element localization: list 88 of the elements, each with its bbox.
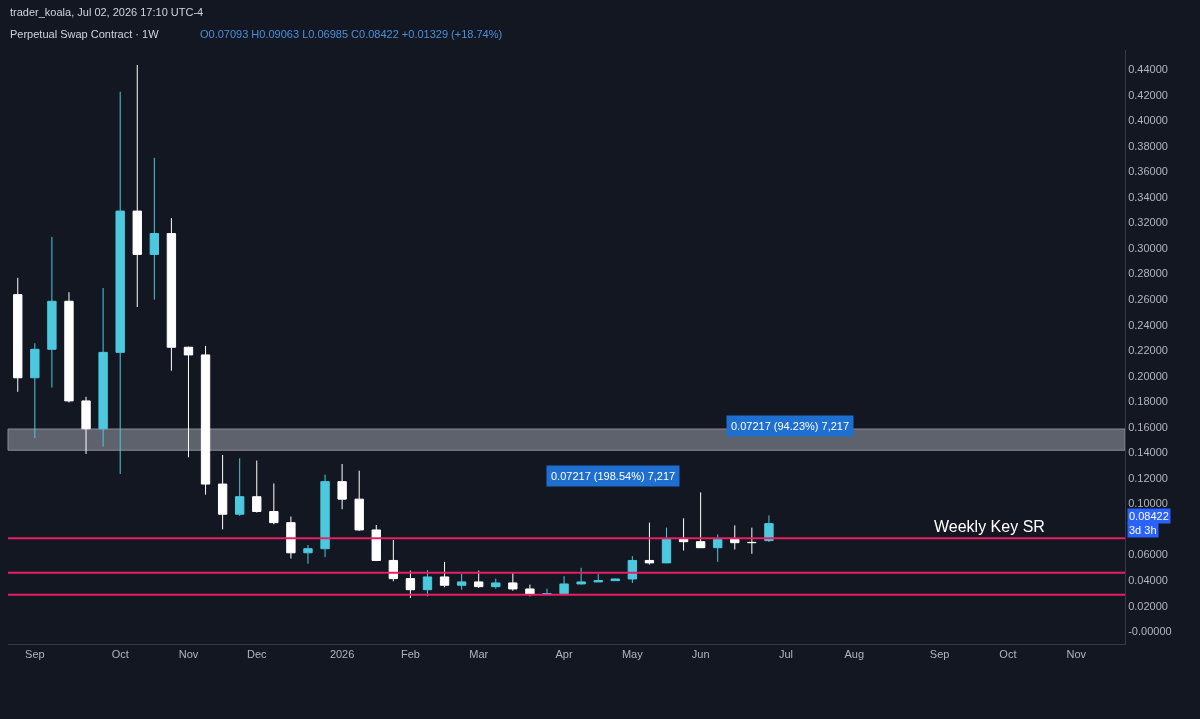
candlestick — [456, 573, 467, 591]
candlestick — [217, 454, 228, 530]
y-tick-label: 0.12000 — [1128, 471, 1168, 484]
x-tick-label: Mar — [469, 648, 489, 661]
x-tick-label: Aug — [844, 648, 865, 661]
candlestick — [235, 457, 245, 517]
candlestick — [695, 491, 706, 549]
candlestick — [320, 474, 330, 558]
text: 3d 3h — [1129, 524, 1157, 536]
candlestick — [439, 561, 450, 588]
candlestick — [337, 463, 347, 510]
y-tick-label: 0.18000 — [1128, 395, 1168, 408]
candlestick — [576, 567, 586, 585]
candlestick — [661, 527, 672, 564]
candlestick — [422, 569, 433, 597]
candlestick — [115, 91, 125, 475]
y-tick-label: 0.40000 — [1128, 114, 1168, 127]
candlestick — [525, 584, 535, 597]
y-tick-label: 0.10000 — [1128, 497, 1168, 510]
candlestick — [610, 578, 620, 582]
x-tick-label: Nov — [1066, 648, 1087, 661]
text: trader_koala, Jul 02, 2026 17:10 UTC-4 — [10, 6, 204, 18]
y-tick-label: 0.24000 — [1128, 318, 1168, 331]
y-tick-label: 0.02000 — [1128, 599, 1168, 612]
x-tick-label: Jul — [778, 648, 794, 661]
candlestick — [474, 570, 484, 589]
candlestick — [747, 527, 757, 555]
candlestick — [252, 460, 262, 514]
chart-subtitle: O0.07093 H0.09063 L0.06985 C0.08422 +0.01329 (+18.74%) — [200, 28, 503, 40]
y-tick-label: 0.26000 — [1128, 292, 1168, 305]
text: 0.08422 — [1129, 510, 1169, 522]
y-tick-label: 0.36000 — [1128, 165, 1168, 178]
y-tick-label: 0.20000 — [1128, 369, 1168, 382]
candlestick — [508, 572, 518, 592]
candlestick — [269, 482, 279, 525]
candlestick — [47, 236, 57, 388]
y-tick-label: 0.38000 — [1128, 139, 1168, 152]
x-tick-label: Sep — [25, 648, 45, 661]
y-tick-label: 0.34000 — [1128, 190, 1168, 203]
x-tick-label: Oct — [999, 648, 1017, 661]
x-tick-label: Oct — [111, 648, 129, 661]
x-tick-label: May — [621, 648, 644, 661]
candlestick — [354, 470, 364, 532]
y-tick-label: 0.22000 — [1128, 344, 1168, 357]
annotation: 0.07217 (94.23%) 7,217 — [731, 420, 850, 432]
y-tick-label: 0.04000 — [1128, 573, 1168, 586]
y-tick-label: -0.00000 — [1128, 625, 1172, 638]
candlestick — [303, 544, 313, 565]
candlestick — [132, 64, 142, 308]
x-tick-label: Apr — [555, 648, 573, 661]
candlestick — [183, 346, 194, 458]
candlestick — [730, 524, 740, 550]
candlestick — [98, 287, 108, 448]
candlestick — [64, 291, 74, 404]
y-tick-label: 0.28000 — [1128, 267, 1168, 280]
y-tick-label: 0.44000 — [1128, 63, 1168, 76]
y-tick-label: 0.30000 — [1128, 241, 1168, 254]
x-tick-label: Nov — [178, 648, 199, 661]
candlestick — [644, 522, 655, 566]
candlestick — [542, 588, 552, 596]
candlestick — [405, 570, 416, 599]
y-tick-label: 0.42000 — [1128, 88, 1168, 101]
ref-line-label: Weekly Key SR — [934, 518, 1045, 535]
candlestick — [388, 539, 399, 582]
candlestick — [13, 277, 23, 393]
candlestick — [371, 524, 381, 562]
candlestick — [286, 516, 296, 560]
candlestick — [30, 342, 40, 439]
x-tick-label: Feb — [400, 648, 420, 661]
candlestick — [491, 578, 501, 590]
chart-title: Perpetual Swap Contract · 1W — [10, 28, 160, 40]
candlestick — [593, 573, 603, 583]
candlestick — [149, 157, 160, 301]
y-tick-label: 0.14000 — [1128, 446, 1168, 459]
y-tick-label: 0.16000 — [1128, 420, 1168, 433]
candlestick — [200, 345, 211, 496]
x-tick-label: 2026 — [329, 648, 355, 661]
y-tick-label: 0.32000 — [1128, 216, 1168, 229]
candlestick — [678, 517, 689, 551]
x-tick-label: Dec — [246, 648, 268, 661]
candlestick — [559, 575, 569, 595]
candlestick — [166, 217, 177, 372]
y-tick-label: 0.06000 — [1128, 548, 1168, 561]
candlestick — [713, 533, 723, 563]
x-tick-label: Sep — [929, 648, 950, 661]
candlestick — [81, 396, 91, 455]
annotation: 0.07217 (198.54%) 7,217 — [551, 470, 676, 482]
x-tick-label: Jun — [691, 648, 710, 661]
